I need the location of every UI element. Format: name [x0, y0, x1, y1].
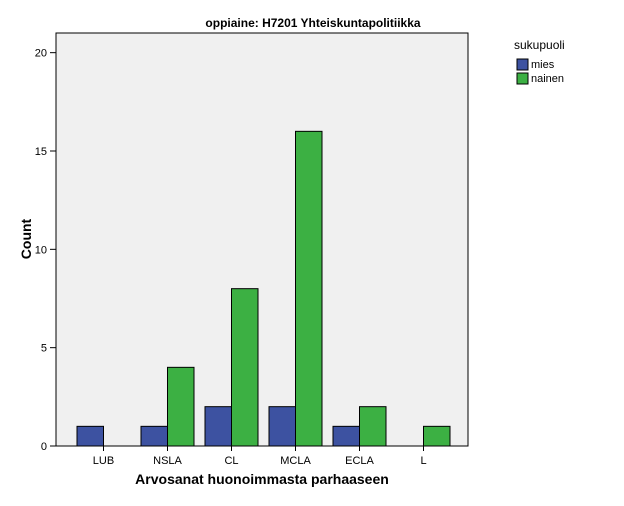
y-tick-label: 10 [35, 244, 47, 256]
y-tick-label: 0 [41, 441, 47, 453]
legend-title: sukupuoli [514, 38, 565, 52]
bar-nainen-ecla [359, 406, 387, 447]
x-tick-label: ECLA [345, 455, 374, 467]
x-tick-label: NSLA [153, 455, 182, 467]
legend-swatch-mies [516, 58, 529, 71]
y-axis-title: Count [18, 218, 34, 259]
bar-nainen-l [423, 425, 451, 447]
legend: sukupuoli mies nainen [514, 38, 565, 85]
y-tick-label: 5 [41, 343, 47, 355]
bars [76, 130, 451, 447]
bar-nainen-nsla [167, 366, 195, 447]
x-tick-label: CL [224, 455, 238, 467]
x-tick-label: LUB [93, 455, 114, 467]
x-tick-label: L [420, 455, 426, 467]
legend-swatch-nainen [516, 72, 529, 85]
bar-mies-nsla [140, 425, 168, 447]
bar-nainen-mcla [295, 130, 323, 447]
x-tick-label: MCLA [280, 455, 311, 467]
bar-mies-ecla [332, 425, 360, 447]
bar-mies-cl [204, 406, 232, 447]
y-tick-label: 15 [35, 146, 47, 158]
bar-nainen-cl [231, 288, 259, 447]
legend-label-nainen: nainen [531, 73, 564, 85]
y-tick-label: 20 [35, 48, 47, 60]
y-axis: 0 5 10 15 20 [35, 48, 56, 453]
legend-label-mies: mies [531, 59, 555, 71]
plot-area [55, 32, 469, 447]
bar-mies-mcla [268, 406, 296, 447]
x-axis-title: Arvosanat huonoimmasta parhaaseen [135, 471, 389, 487]
x-axis: LUB NSLA CL MCLA ECLA L [93, 446, 427, 467]
chart-title: oppiaine: H7201 Yhteiskuntapolitiikka [205, 16, 421, 30]
bar-mies-lub [76, 425, 104, 447]
